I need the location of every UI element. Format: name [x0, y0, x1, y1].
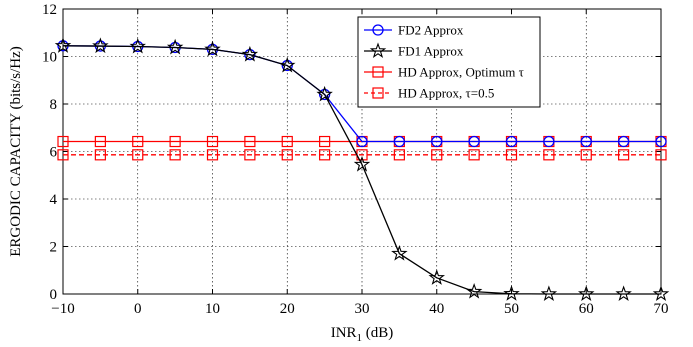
series-2-point [428, 269, 446, 285]
y-axis-title: ERGODIC CAPACITY (bits/s/Hz) [8, 46, 24, 257]
series-4-point [281, 149, 293, 161]
legend-label: HD Approx, Optimum τ [398, 65, 524, 80]
x-tick-label: 0 [134, 301, 142, 317]
series-4-point [169, 149, 181, 161]
x-tick-label: 40 [429, 301, 444, 317]
legend-label: HD Approx, τ=0.5 [398, 86, 494, 101]
series-4-point [543, 149, 555, 161]
grid-lines [63, 9, 661, 294]
series-4-point [505, 149, 518, 161]
x-tick-label: 60 [579, 301, 594, 317]
y-tick-label: 10 [42, 50, 57, 66]
series-4-point [618, 149, 630, 161]
legend-label: FD2 Approx [398, 23, 464, 38]
series-4-point [206, 149, 219, 161]
series-4-point [94, 149, 106, 161]
x-tick-label: −10 [51, 301, 74, 317]
legend-label: FD1 Approx [398, 44, 464, 59]
x-tick-label: 20 [280, 301, 295, 317]
series-3-point [281, 135, 293, 148]
series-2-point [54, 37, 72, 53]
series-2-point [204, 40, 221, 57]
series-3-point [206, 135, 219, 148]
series-3-point [169, 135, 181, 148]
y-tick-label: 4 [50, 192, 58, 208]
x-tick-label: 10 [205, 301, 220, 317]
y-tick-label: 12 [42, 2, 57, 18]
series-1-point [655, 135, 667, 148]
series-2-point [316, 85, 333, 102]
legend-marker [372, 24, 384, 36]
series-2-point [353, 155, 371, 172]
series-1-point [468, 135, 480, 148]
y-tick-label: 0 [50, 287, 58, 303]
series-2-point [503, 285, 520, 301]
series-2 [54, 37, 670, 302]
series-layer [54, 37, 670, 302]
series-4-point [57, 149, 69, 161]
series-3-point [94, 135, 106, 148]
x-axis-title: INR1 (dB) [331, 325, 394, 344]
x-tick-label: 70 [654, 301, 669, 317]
series-1-point [543, 135, 555, 148]
series-1-point [505, 135, 518, 148]
series-4-point [132, 149, 144, 161]
x-tick-label: 30 [355, 301, 370, 317]
x-tick-label: 50 [504, 301, 519, 317]
series-4-point [393, 149, 405, 161]
legend-marker [372, 66, 384, 78]
series-2-line [62, 45, 661, 295]
y-tick-label: 6 [50, 145, 58, 161]
series-4-point [580, 149, 592, 161]
series-2-point [278, 56, 296, 73]
series-2-point [92, 37, 109, 54]
series-4-point [319, 149, 331, 161]
series-2-point [129, 37, 147, 54]
series-2-point [652, 285, 670, 302]
series-3-point [57, 135, 69, 148]
series-2-point [391, 244, 408, 261]
series-1-point [431, 135, 443, 148]
legend-marker [369, 42, 387, 59]
series-4 [57, 149, 667, 161]
legend-box [357, 16, 541, 108]
series-1-point [580, 135, 592, 148]
series-1-point [244, 48, 256, 61]
series-1-point [393, 135, 406, 148]
series-1-point [617, 135, 630, 148]
series-2-point [577, 285, 595, 302]
series-4-point [431, 149, 443, 161]
series-3-point [319, 135, 331, 148]
y-tick-label: 8 [50, 97, 58, 113]
series-2-point [615, 285, 632, 302]
y-tick-label: 2 [50, 240, 58, 256]
series-1-point [356, 135, 368, 148]
series-3-point [244, 135, 256, 148]
series-1-point [281, 59, 293, 72]
series-2-point [540, 285, 558, 302]
series-2-point [465, 282, 483, 299]
x-axis-title-subscript: 1 [357, 332, 363, 344]
legend-marker [372, 87, 384, 99]
series-2-point [241, 45, 259, 62]
series-2-point [166, 38, 184, 55]
series-4-point [468, 149, 480, 161]
legend: FD2 Approx FD1 Approx HD Approx, Optimum τ… [357, 16, 541, 108]
series-4-point [244, 149, 256, 161]
series-3-point [132, 135, 144, 148]
x-axis-title-main: INR [331, 325, 357, 341]
series-1-point [318, 88, 331, 101]
series-4-point [655, 149, 667, 161]
x-axis-title-unit: (dB) [362, 325, 393, 341]
